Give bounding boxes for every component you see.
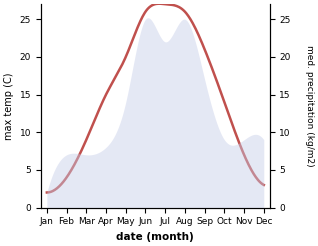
Y-axis label: med. precipitation (kg/m2): med. precipitation (kg/m2) (305, 45, 314, 167)
Y-axis label: max temp (C): max temp (C) (4, 72, 14, 140)
X-axis label: date (month): date (month) (116, 232, 194, 242)
